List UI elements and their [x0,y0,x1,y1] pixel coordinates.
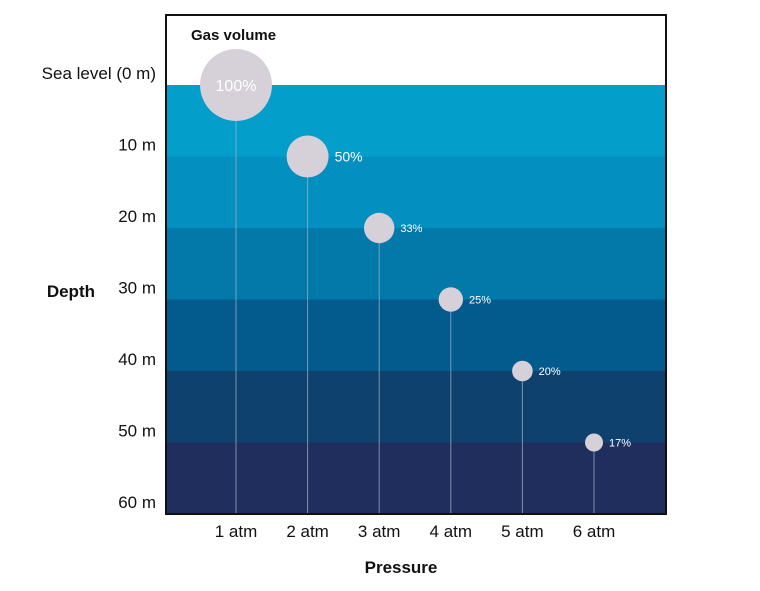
y-tick-label: 50 m [118,422,156,441]
y-tick-label: 20 m [118,207,156,226]
x-tick-label: 2 atm [286,522,329,541]
x-tick-labels: 1 atm 2 atm 3 atm 4 atm 5 atm 6 atm [215,522,616,541]
bubbles: 100% 50% 33% 25% 20% 17% [200,49,631,452]
y-tick-labels: Sea level (0 m) 10 m 20 m 30 m 40 m 50 m 60 m [42,64,156,512]
x-axis-title: Pressure [365,558,438,577]
bubble-value-label: 50% [335,149,363,165]
bubble-value-label: 25% [469,294,491,306]
water-band [166,228,666,300]
x-tick-label: 4 atm [430,522,473,541]
y-tick-label: 30 m [118,279,156,298]
gas-bubble [364,212,395,244]
bubble-value-label: 33% [400,223,422,235]
water-band [166,299,666,371]
water-bands [166,85,666,514]
y-tick-label: 10 m [118,136,156,155]
x-tick-label: 1 atm [215,522,258,541]
gas-bubble [200,49,272,121]
y-tick-label: 60 m [118,493,156,512]
bubble-value-label: 20% [539,366,561,378]
chart-header: Gas volume [191,27,276,44]
plot-frame [165,14,667,515]
water-band [166,442,666,514]
gas-bubble [438,287,463,312]
x-tick-label: 3 atm [358,522,401,541]
gas-bubble [585,433,603,452]
bubble-value-label: 100% [216,78,257,95]
gas-bubble [286,135,329,178]
gas-bubble [512,360,533,382]
x-tick-label: 5 atm [501,522,544,541]
x-tick-label: 6 atm [573,522,616,541]
drop-lines [235,85,595,514]
water-band [166,371,666,443]
y-tick-label: 40 m [118,350,156,369]
y-axis-title: Depth [47,282,95,301]
bubble-value-label: 17% [609,437,631,449]
y-tick-label: Sea level (0 m) [42,64,156,83]
water-band [166,156,666,228]
